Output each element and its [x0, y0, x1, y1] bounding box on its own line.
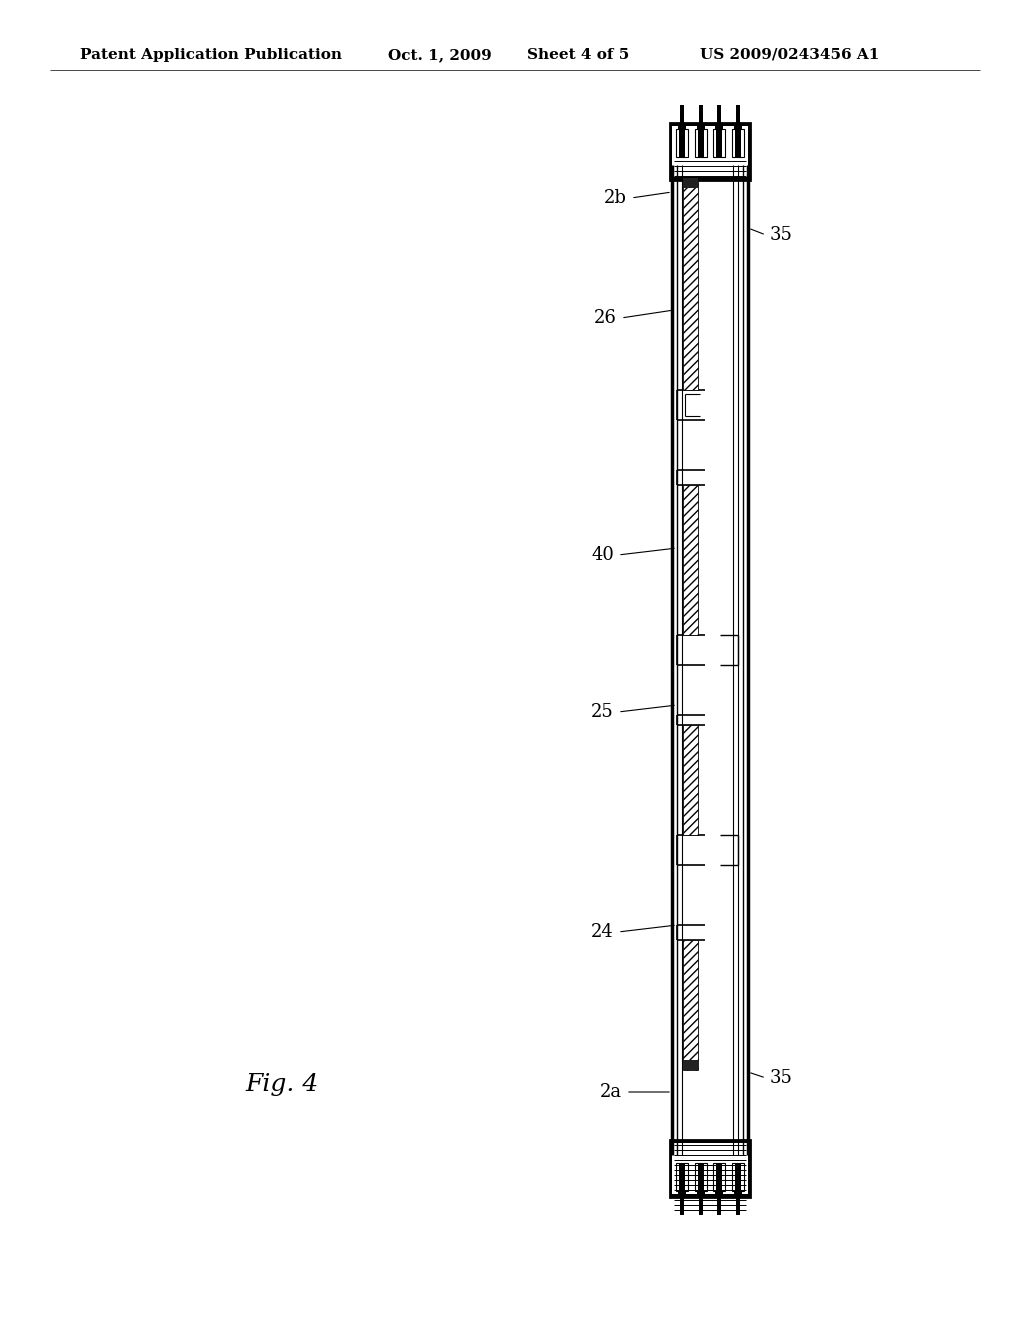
Bar [699, 1195, 703, 1214]
Bar [736, 106, 740, 125]
Bar [716, 1163, 722, 1191]
Bar [683, 940, 698, 1071]
Text: Oct. 1, 2009: Oct. 1, 2009 [388, 48, 492, 62]
Text: 2b: 2b [604, 189, 627, 207]
Text: 2a: 2a [600, 1082, 622, 1101]
Bar [697, 123, 705, 129]
Bar [680, 1195, 684, 1214]
Text: 25: 25 [591, 704, 614, 721]
Text: 35: 35 [770, 1069, 793, 1086]
Bar [735, 129, 741, 157]
Bar [717, 1195, 721, 1214]
Text: Patent Application Publication: Patent Application Publication [80, 48, 342, 62]
Bar [670, 1195, 750, 1197]
Bar [716, 129, 722, 157]
Bar [736, 1195, 740, 1214]
Bar [697, 1191, 705, 1197]
Text: Fig. 4: Fig. 4 [245, 1073, 318, 1097]
Bar [698, 129, 705, 157]
Text: 26: 26 [594, 309, 617, 327]
Bar [683, 1060, 698, 1071]
Bar [748, 1140, 750, 1197]
Bar [670, 177, 750, 180]
Text: 40: 40 [591, 546, 614, 564]
Bar [670, 123, 672, 180]
Bar [695, 1163, 707, 1191]
Bar [715, 123, 723, 129]
Bar [683, 725, 698, 836]
Bar [680, 106, 684, 125]
Bar [678, 1191, 686, 1197]
Bar [683, 180, 698, 389]
Bar [670, 1140, 672, 1197]
Bar [676, 1163, 688, 1191]
Bar [670, 123, 750, 180]
Bar [676, 129, 688, 157]
Text: 24: 24 [591, 923, 614, 941]
Bar [670, 123, 750, 125]
Bar [713, 1163, 725, 1191]
Bar [679, 1163, 685, 1191]
Bar [679, 129, 685, 157]
Bar [695, 129, 707, 157]
Bar [734, 123, 742, 129]
Bar [735, 1163, 741, 1191]
Bar [734, 1191, 742, 1197]
Bar [748, 123, 750, 180]
Bar [678, 123, 686, 129]
Text: US 2009/0243456 A1: US 2009/0243456 A1 [700, 48, 880, 62]
Bar [698, 1163, 705, 1191]
Bar [713, 129, 725, 157]
Bar [732, 129, 744, 157]
Text: 35: 35 [770, 226, 793, 244]
Bar [670, 1140, 750, 1197]
Bar [699, 106, 703, 125]
Bar [683, 178, 698, 187]
Bar [683, 484, 698, 635]
Bar [732, 1163, 744, 1191]
Bar [715, 1191, 723, 1197]
Bar [717, 106, 721, 125]
Bar [670, 1140, 750, 1143]
Text: Sheet 4 of 5: Sheet 4 of 5 [527, 48, 630, 62]
